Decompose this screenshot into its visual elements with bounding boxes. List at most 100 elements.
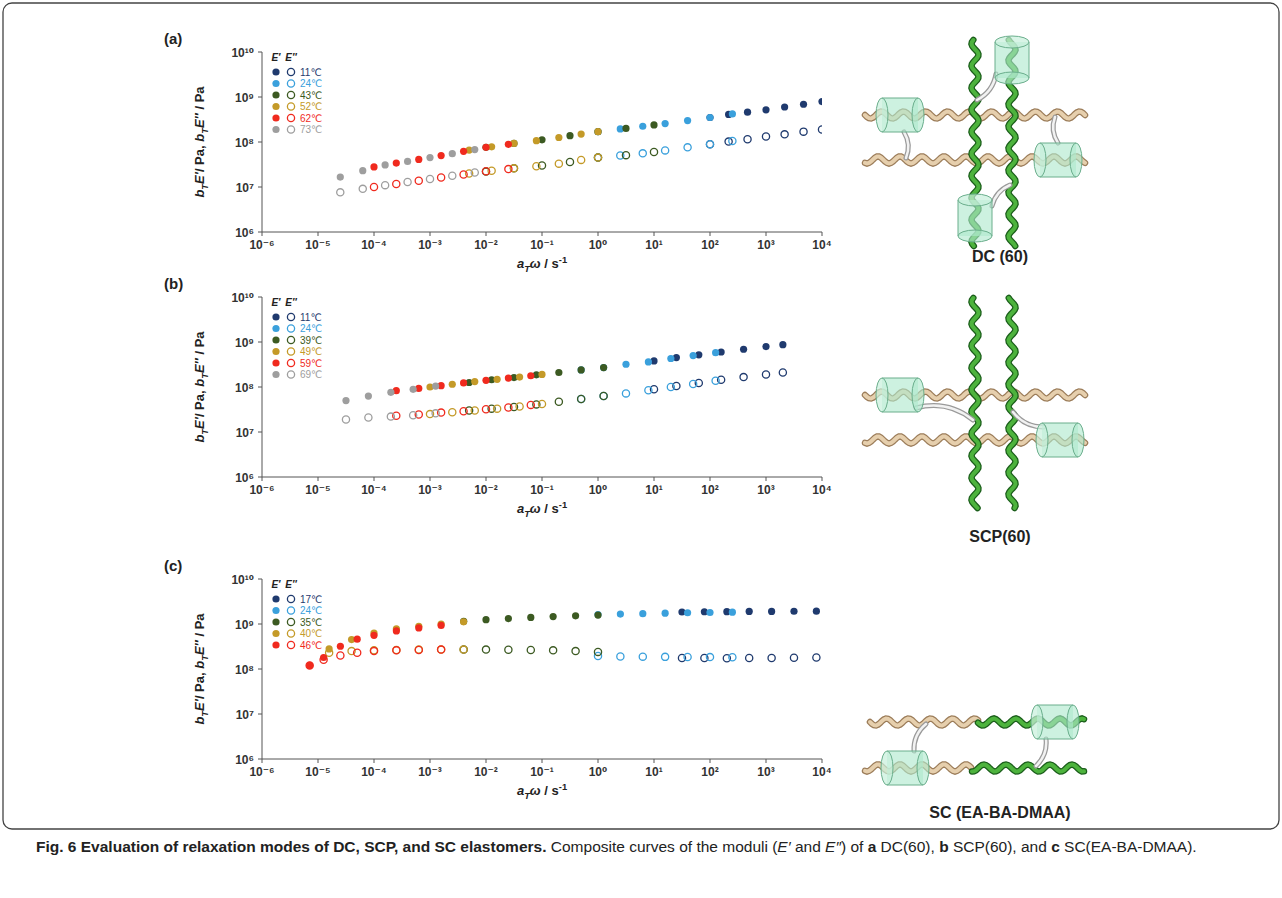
y-tick-label: 10⁷	[236, 708, 254, 722]
legend-swatch	[272, 114, 279, 121]
storage-modulus-point	[482, 144, 489, 151]
storage-modulus-point	[712, 349, 719, 356]
x-tick-label: 10¹	[645, 765, 662, 779]
loss-modulus-point	[415, 646, 422, 653]
legend-label: 35℃	[300, 617, 322, 628]
cyclodextrin	[917, 751, 929, 785]
legend-swatch	[287, 103, 294, 110]
schematic-label: SC (EA-BA-DMAA)	[929, 804, 1070, 821]
storage-modulus-point	[622, 361, 629, 368]
x-tick	[486, 759, 487, 763]
x-tick	[766, 477, 767, 481]
storage-modulus-point	[729, 609, 736, 616]
legend-swatch	[287, 336, 294, 343]
loss-modulus-point	[706, 141, 713, 148]
loss-modulus-point	[460, 408, 467, 415]
storage-modulus-point	[354, 636, 361, 643]
y-tick-label: 10¹⁰	[231, 291, 254, 305]
x-tick-label: 10³	[757, 765, 774, 779]
storage-modulus-point	[320, 654, 327, 661]
x-axis-title: aTω / s-1	[517, 782, 567, 801]
y-axis-title-part: / Pa,	[192, 142, 207, 172]
loss-modulus-point	[370, 183, 377, 190]
loss-modulus-point	[370, 647, 377, 654]
storage-modulus-point	[527, 372, 534, 379]
storage-modulus-point	[617, 610, 624, 617]
storage-modulus-point	[662, 610, 669, 617]
legend-header: E′	[271, 52, 281, 63]
schematic: SCP(60)	[865, 298, 1085, 545]
loss-modulus-point	[393, 647, 400, 654]
storage-modulus-point	[746, 608, 753, 615]
loss-modulus-point	[594, 154, 601, 161]
polymer-chain	[1009, 298, 1016, 508]
x-tick	[598, 477, 599, 481]
schematic: DC (60)	[865, 36, 1085, 265]
y-tick	[258, 477, 262, 478]
panel: (b)10⁻⁶10⁻⁵10⁻⁴10⁻³10⁻²10⁻¹10⁰10¹10²10³1…	[164, 275, 832, 519]
storage-modulus-point	[505, 374, 512, 381]
x-tick-label: 10⁰	[589, 238, 608, 252]
storage-modulus-point	[740, 346, 747, 353]
linker	[977, 74, 996, 100]
x-axis-title-part: a	[517, 256, 524, 271]
loss-modulus-point	[449, 172, 456, 179]
x-tick	[542, 759, 543, 763]
storage-modulus-point	[594, 611, 601, 618]
x-axis-title-part: -1	[559, 500, 567, 510]
legend-swatch	[272, 126, 279, 133]
y-tick-label: 10⁷	[236, 181, 254, 195]
storage-modulus-point	[516, 373, 523, 380]
loss-modulus-point	[729, 654, 736, 661]
legend-header: E′	[271, 297, 281, 308]
cyclodextrin	[912, 378, 924, 412]
y-axis-title: bTE′/ Pa, bTE″ / Pa	[192, 613, 210, 725]
legend-swatch	[272, 348, 279, 355]
y-tick-label: 10⁶	[235, 471, 254, 485]
loss-modulus-point	[617, 653, 624, 660]
y-tick	[258, 97, 262, 98]
legend-header: E′	[271, 579, 281, 590]
loss-modulus-point	[555, 160, 562, 167]
legend-swatch	[287, 630, 294, 637]
x-tick-label: 10⁻¹	[530, 765, 554, 779]
loss-modulus-point	[578, 156, 585, 163]
loss-modulus-point	[538, 400, 545, 407]
x-tick	[318, 477, 319, 481]
legend: E′E″11℃24℃43℃52℃62℃73℃	[271, 52, 322, 135]
storage-modulus-point	[365, 392, 372, 399]
y-axis-title-part: / Pa	[192, 331, 207, 359]
y-tick-label: 10⁸	[235, 381, 254, 395]
linker	[977, 74, 996, 100]
x-tick-label: 10⁻⁴	[361, 483, 387, 497]
legend-swatch	[287, 68, 294, 75]
storage-modulus-point	[460, 618, 467, 625]
x-axis-title-part: -1	[559, 255, 567, 265]
cyclodextrin	[887, 785, 923, 786]
loss-modulus-point	[662, 653, 669, 660]
x-tick-label: 10⁻¹	[530, 238, 554, 252]
loss-modulus-point	[460, 646, 467, 653]
legend-swatch	[272, 630, 279, 637]
loss-modulus-point	[662, 147, 669, 154]
loss-modulus-point	[516, 403, 523, 410]
loss-modulus-point	[762, 133, 769, 140]
cyclodextrin	[1040, 143, 1076, 144]
linker	[916, 406, 973, 420]
loss-modulus-point	[342, 416, 349, 423]
storage-modulus-point	[594, 128, 601, 135]
loss-modulus-point	[387, 413, 394, 420]
legend-swatch	[287, 80, 294, 87]
loss-modulus-point	[594, 154, 601, 161]
cyclodextrin	[876, 378, 888, 412]
linker	[1036, 739, 1046, 766]
cyclodextrin	[995, 72, 1029, 84]
legend-label: 62℃	[300, 113, 322, 124]
loss-modulus-point	[790, 654, 797, 661]
loss-modulus-point	[762, 371, 769, 378]
y-tick	[258, 387, 262, 388]
storage-modulus-point	[370, 163, 377, 170]
loss-modulus-point	[482, 646, 489, 653]
x-tick	[430, 477, 431, 481]
y-tick	[258, 624, 262, 625]
